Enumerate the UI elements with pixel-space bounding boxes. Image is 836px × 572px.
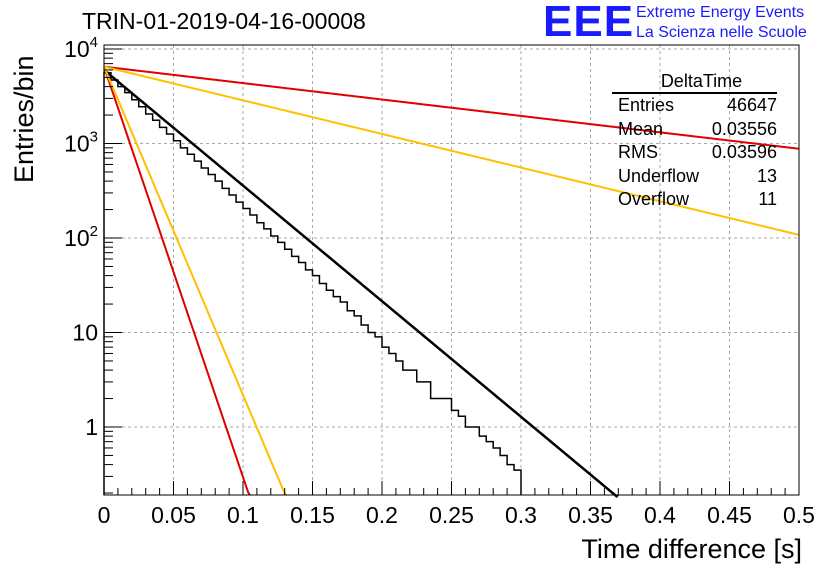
fit-curve: [103, 69, 619, 498]
stats-value: 13: [756, 165, 777, 186]
stats-label: Underflow: [618, 165, 700, 186]
y-tick-label: 102: [64, 223, 98, 251]
stats-row-overflow: Overflow 11: [612, 188, 777, 212]
x-tick-label: 0.25: [429, 502, 474, 528]
x-tick-label: 0: [98, 502, 111, 528]
stats-label: Mean: [618, 118, 664, 139]
fit-curve: [103, 66, 251, 496]
stats-row-mean: Mean 0.03556: [612, 118, 777, 142]
y-tick-label: 104: [64, 34, 98, 62]
stats-label: RMS: [618, 142, 658, 162]
org-line-1: Extreme Energy Events: [636, 4, 805, 21]
chart-title: TRIN-01-2019-04-16-00008: [82, 8, 366, 34]
stats-value: 0.03596: [711, 142, 777, 162]
stats-row-entries: Entries 46647: [612, 94, 777, 118]
x-tick-label: 0.45: [707, 502, 752, 528]
x-tick-label: 0.05: [151, 502, 196, 528]
x-tick-label: 0.4: [644, 502, 676, 528]
org-line-2: La Scienza nelle Scuole: [636, 24, 807, 41]
fit-curve: [103, 65, 800, 150]
stats-title: DeltaTime: [612, 70, 777, 94]
stats-value: 46647: [726, 95, 777, 115]
y-axis-label: Entries/bin: [9, 55, 39, 183]
y-tick-label: 103: [64, 129, 98, 157]
grid-lines: [104, 45, 799, 495]
fit-curve: [103, 65, 800, 236]
x-tick-label: 0.5: [783, 502, 815, 528]
x-axis-label: Time difference [s]: [581, 534, 802, 564]
x-tick-label: 0.15: [290, 502, 335, 528]
fit-curves: [103, 65, 800, 498]
eee-logo: EEE: [543, 0, 635, 46]
stats-label: Overflow: [618, 189, 690, 209]
y-tick-label: 10: [72, 320, 98, 346]
histogram-bars: [103, 72, 522, 495]
stats-row-rms: RMS 0.03596: [612, 141, 777, 165]
x-tick-label: 0.1: [227, 502, 259, 528]
x-axis-ticks: 0 0.05 0.1 0.15 0.2 0.25 0.3 0.35 0.4 0.45 0.5: [98, 481, 815, 528]
y-axis-ticks: 1 10 102 103 104: [64, 34, 122, 494]
histogram-outline: [103, 72, 522, 495]
y-tick-label: 1: [85, 414, 98, 440]
org-name: Extreme Energy Events La Scienza nelle S…: [636, 3, 807, 43]
fit-curve: [103, 66, 288, 496]
stats-label: Entries: [618, 95, 675, 115]
stats-box: DeltaTime Entries 46647 Mean 0.03556 RMS…: [612, 70, 777, 212]
stats-row-underflow: Underflow 13: [612, 165, 777, 189]
x-tick-label: 0.3: [505, 502, 537, 528]
stats-value: 11: [758, 189, 777, 209]
x-tick-label: 0.35: [568, 502, 613, 528]
x-tick-label: 0.2: [366, 502, 398, 528]
stats-value: 0.03556: [711, 118, 777, 139]
